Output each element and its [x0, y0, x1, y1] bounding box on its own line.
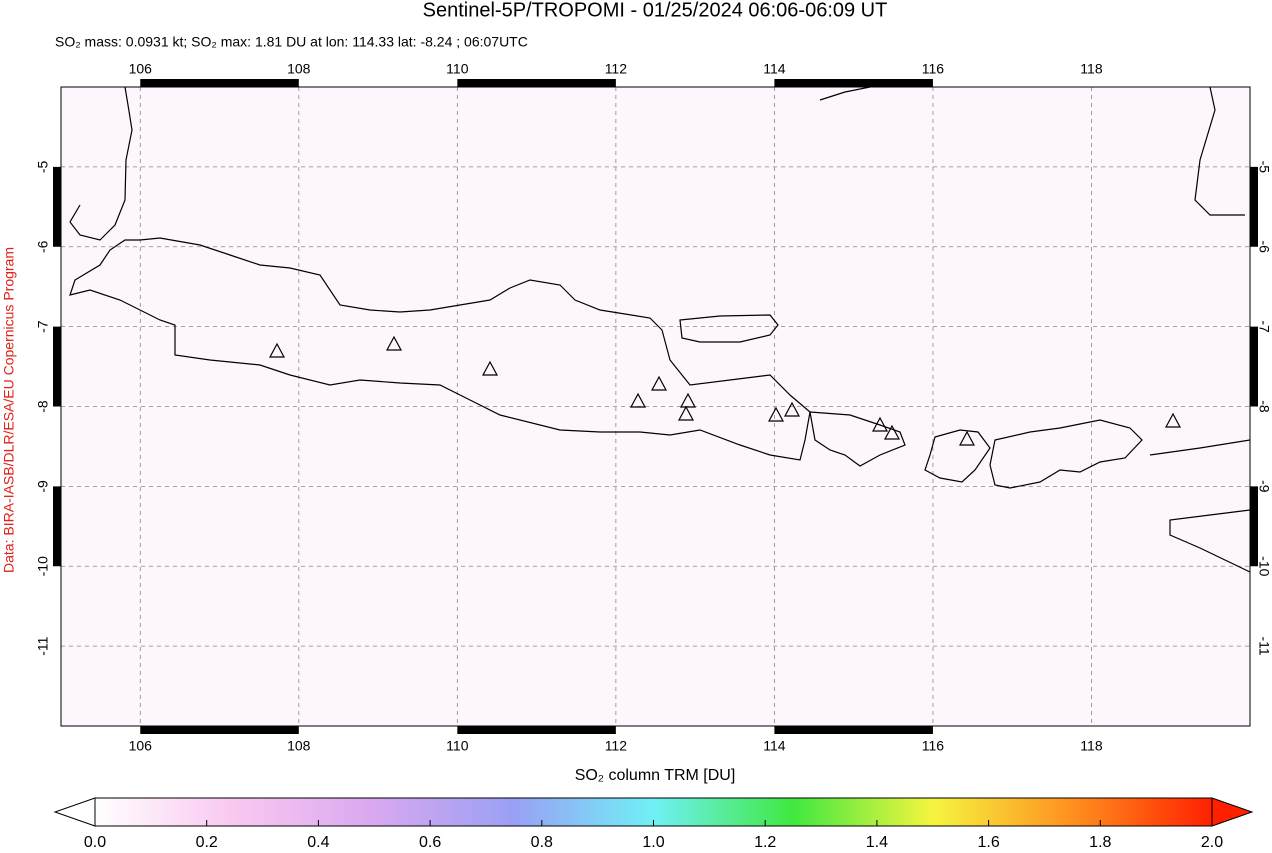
colorbar-under — [53, 797, 96, 827]
colorbar-tick-label: 1.2 — [754, 834, 776, 851]
colorbar-tick-label: 1.8 — [1089, 834, 1111, 851]
volcano — [1164, 412, 1182, 428]
frame-bar — [53, 486, 61, 567]
coast-madura — [679, 314, 779, 343]
frame-bar — [774, 79, 933, 87]
volcano — [958, 430, 976, 446]
y-tick-label: -11 — [1256, 637, 1272, 656]
y-tick-label: -7 — [35, 320, 51, 333]
coast-java — [69, 237, 811, 461]
y-tick-label: -11 — [35, 636, 51, 655]
coast-sulawesi — [1194, 87, 1245, 216]
frame-bar — [1250, 486, 1258, 567]
x-tick-label: 110 — [446, 61, 469, 77]
frame-bar — [140, 79, 299, 87]
x-tick-label: 108 — [287, 738, 311, 754]
colorbar-tick-label: 0.2 — [196, 834, 218, 851]
colorbar-over — [1211, 797, 1254, 827]
y-tick-label: -6 — [35, 240, 51, 253]
y-tick-label: -10 — [1256, 556, 1272, 576]
coast-lombok — [924, 429, 991, 483]
colorbar-tick-label: 0.6 — [419, 834, 441, 851]
x-tick-label: 116 — [922, 61, 945, 77]
volcano — [629, 392, 647, 408]
frame-bar — [53, 326, 61, 407]
volcano — [268, 342, 286, 358]
volcano — [385, 335, 403, 351]
y-tick-label: -9 — [1256, 480, 1272, 493]
volcano — [679, 392, 697, 408]
colorbar-tick-label: 2.0 — [1201, 834, 1223, 851]
x-tick-label: 110 — [446, 738, 469, 754]
x-tick-label: 116 — [922, 738, 945, 754]
y-tick-label: -10 — [35, 556, 51, 576]
colorbar-tick-label: 1.6 — [977, 834, 999, 851]
x-tick-label: 114 — [763, 738, 786, 754]
y-tick-label: -5 — [35, 160, 51, 173]
x-tick-label: 106 — [129, 61, 153, 77]
coast-flores — [1149, 439, 1250, 456]
credit: Data: BIRA-IASB/DLR/ESA/EU Copernicus Pr… — [1, 247, 17, 573]
colorbar-tick-label: 1.4 — [866, 834, 888, 851]
coast-sumatra — [69, 87, 133, 241]
colorbar-tick-label: 0.4 — [307, 834, 329, 851]
coast-sumba — [1169, 509, 1250, 573]
volcano — [783, 401, 801, 417]
volcano — [883, 424, 901, 440]
frame-bar — [457, 726, 616, 734]
frame-bar — [774, 726, 933, 734]
volcano — [481, 360, 499, 376]
volcanoes — [268, 335, 1182, 446]
colorbar-tick-label: 0.0 — [84, 834, 106, 851]
colorbar-tick-label: 0.8 — [531, 834, 553, 851]
x-tick-label: 118 — [1080, 61, 1103, 77]
volcano — [767, 406, 785, 422]
volcano — [677, 405, 695, 421]
y-tick-label: -6 — [1256, 241, 1272, 254]
x-tick-label: 106 — [129, 738, 153, 754]
frame-bar — [1250, 166, 1258, 247]
y-tick-label: -9 — [35, 480, 51, 493]
frame-bar — [1250, 326, 1258, 407]
coast-sumbawa — [989, 419, 1143, 489]
coast-borneo — [819, 87, 871, 101]
colorbar-tick-label: 1.0 — [642, 834, 664, 851]
frame-bar — [53, 166, 61, 247]
grid — [61, 87, 1250, 726]
y-tick-label: -8 — [1256, 400, 1272, 413]
x-tick-label: 112 — [605, 738, 628, 754]
volcano — [871, 416, 889, 432]
y-tick-label: -8 — [35, 400, 51, 413]
colorbar-label: SO₂ column TRM [DU] — [575, 767, 736, 784]
x-tick-label: 108 — [287, 61, 311, 77]
x-tick-label: 118 — [1080, 738, 1103, 754]
frame-bars — [53, 79, 1258, 734]
frame-bar — [457, 79, 616, 87]
coast-bali — [809, 411, 906, 467]
subtitle: SO₂ mass: 0.0931 kt; SO₂ max: 1.81 DU at… — [55, 34, 528, 50]
y-tick-label: -7 — [1256, 320, 1272, 333]
y-tick-label: -5 — [1256, 161, 1272, 174]
title: Sentinel-5P/TROPOMI - 01/25/2024 06:06-0… — [423, 0, 888, 21]
x-tick-label: 112 — [605, 61, 628, 77]
volcano — [650, 375, 668, 391]
x-tick-label: 114 — [763, 61, 786, 77]
frame-bar — [140, 726, 299, 734]
coastlines — [69, 87, 1250, 573]
